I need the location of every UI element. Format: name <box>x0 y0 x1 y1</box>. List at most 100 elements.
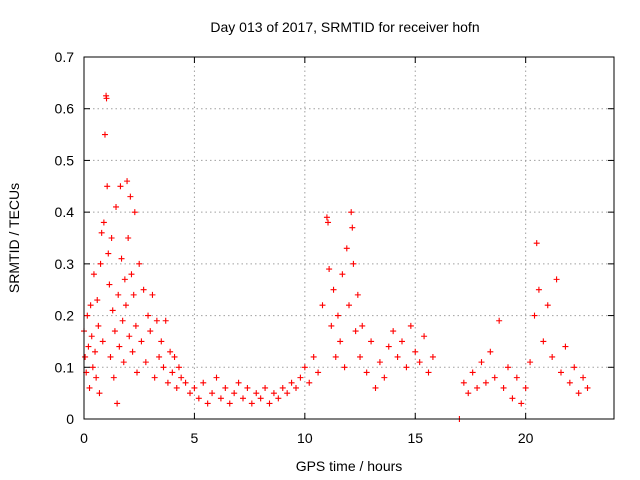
data-point <box>231 390 238 397</box>
x-tick-label: 10 <box>297 430 313 446</box>
data-point <box>270 390 277 397</box>
data-point <box>217 395 224 402</box>
data-point <box>359 322 366 329</box>
y-tick-label: 0.7 <box>55 49 75 65</box>
data-point <box>553 276 560 283</box>
data-point <box>82 353 89 360</box>
data-point <box>173 384 180 391</box>
data-point <box>349 224 356 231</box>
data-point <box>339 271 346 278</box>
data-point <box>98 229 105 236</box>
data-point <box>145 312 152 319</box>
data-point <box>306 379 313 386</box>
data-point <box>253 390 260 397</box>
data-point <box>505 364 511 371</box>
data-point <box>84 312 91 319</box>
data-point <box>149 291 156 298</box>
data-point <box>319 302 326 309</box>
data-point <box>121 276 128 283</box>
data-point <box>279 384 286 391</box>
data-point <box>107 353 114 360</box>
data-point <box>385 343 392 350</box>
data-point <box>354 291 361 298</box>
data-point <box>429 353 436 360</box>
x-tick-label: 5 <box>191 430 199 446</box>
data-point <box>425 369 432 376</box>
data-point <box>301 364 308 371</box>
data-point <box>352 328 359 335</box>
y-tick-label: 0 <box>66 411 74 427</box>
data-point <box>178 374 185 381</box>
data-point <box>297 374 304 381</box>
data-point <box>126 333 133 340</box>
data-point <box>407 322 414 329</box>
data-point <box>346 302 352 309</box>
data-point <box>330 286 337 293</box>
data-point <box>213 374 220 381</box>
data-point <box>111 328 118 335</box>
data-point <box>191 384 198 391</box>
data-point <box>125 235 132 241</box>
data-point <box>114 400 121 407</box>
data-point <box>368 338 375 345</box>
data-point <box>482 379 489 386</box>
data-point <box>522 384 529 391</box>
data-point <box>328 322 335 329</box>
data-point <box>104 183 111 190</box>
data-point <box>315 369 322 376</box>
data-point <box>474 384 481 391</box>
data-points <box>81 92 591 422</box>
data-point <box>119 317 126 324</box>
data-point <box>226 400 233 407</box>
data-point <box>244 384 251 391</box>
data-point <box>257 395 264 402</box>
data-point <box>562 343 569 350</box>
y-axis-label: SRMTID / TECUs <box>6 183 22 293</box>
data-point <box>332 353 339 360</box>
data-point <box>147 328 154 335</box>
data-point <box>293 384 299 391</box>
data-point <box>110 374 117 381</box>
y-tick-label: 0.5 <box>55 152 75 168</box>
data-point <box>140 286 147 293</box>
data-point <box>478 359 485 366</box>
data-point <box>350 260 357 267</box>
y-tick-label: 0.3 <box>55 256 75 272</box>
data-point <box>138 338 145 345</box>
data-point <box>460 379 467 386</box>
data-point <box>275 395 282 402</box>
data-point <box>531 312 538 319</box>
y-tick-label: 0.2 <box>55 308 75 324</box>
data-point <box>566 379 573 386</box>
data-point <box>132 322 139 329</box>
data-point <box>288 379 295 386</box>
data-point <box>399 338 405 345</box>
data-point <box>544 302 551 309</box>
data-point <box>175 364 182 371</box>
data-point <box>88 333 95 340</box>
data-point <box>162 317 169 324</box>
data-point <box>90 271 97 278</box>
data-point <box>164 379 171 386</box>
data-point <box>106 281 113 288</box>
data-point <box>284 390 291 397</box>
data-point <box>128 271 135 278</box>
data-point <box>487 348 494 355</box>
data-point <box>248 400 255 407</box>
data-point <box>200 379 207 386</box>
data-point <box>156 353 163 360</box>
data-point <box>86 384 93 391</box>
data-point <box>113 203 120 210</box>
data-point <box>575 390 582 397</box>
y-tick-labels: 0 0.1 0.2 0.3 0.4 0.5 0.6 0.7 <box>55 49 75 427</box>
x-tick-label: 20 <box>518 430 534 446</box>
data-point <box>124 178 131 185</box>
data-point <box>376 359 383 366</box>
data-point <box>134 369 140 376</box>
data-point <box>341 364 348 371</box>
data-point <box>549 353 556 360</box>
data-point <box>348 209 355 216</box>
data-point <box>326 266 333 273</box>
data-point <box>117 183 124 190</box>
data-point <box>195 395 202 402</box>
